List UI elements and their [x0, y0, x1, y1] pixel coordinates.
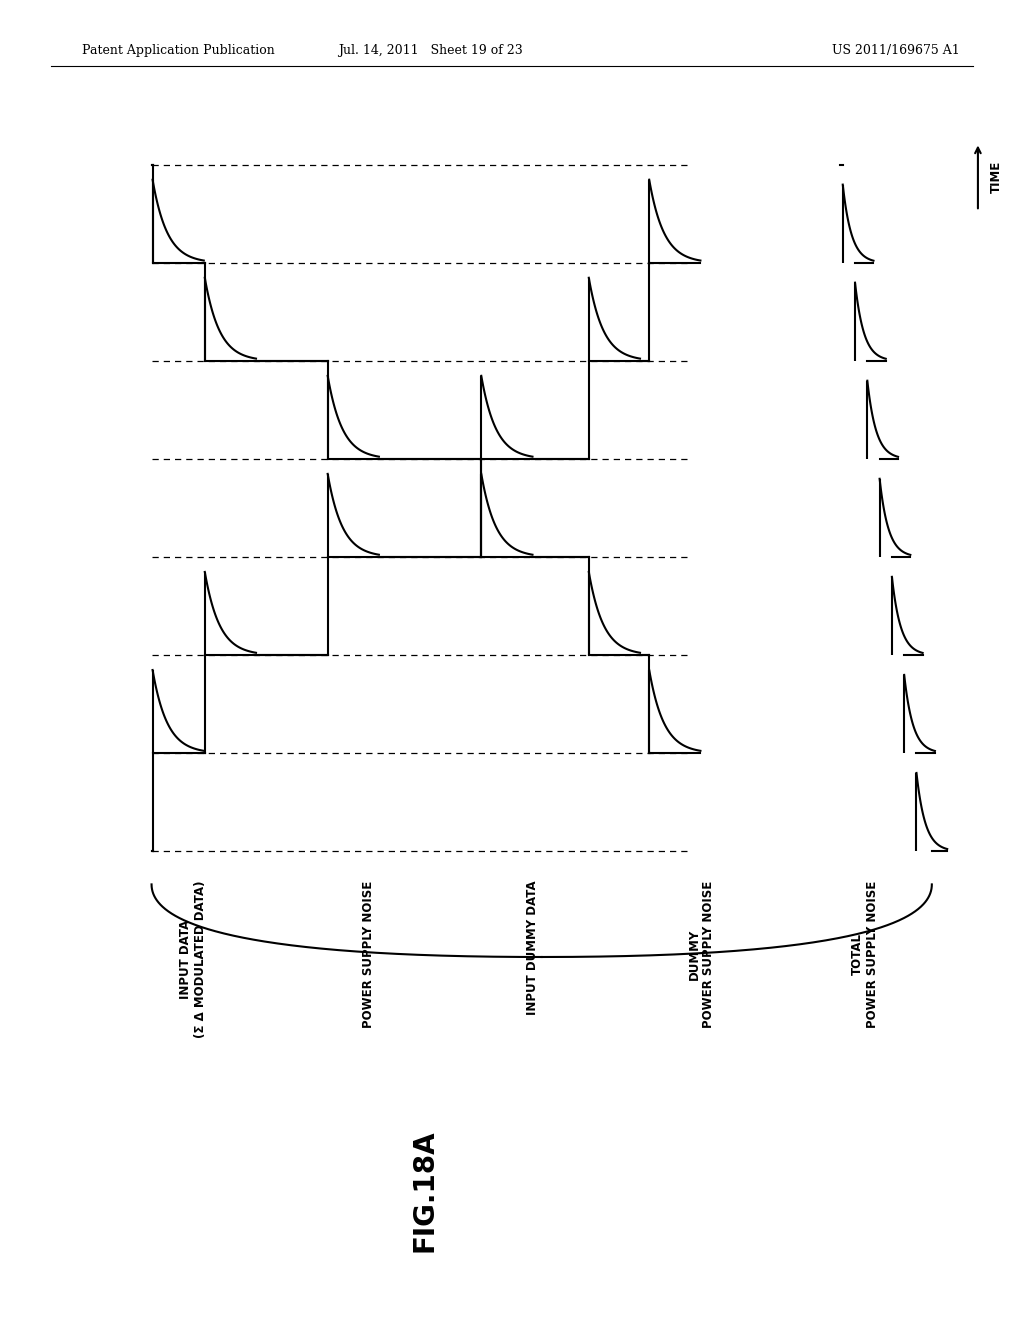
Text: Jul. 14, 2011   Sheet 19 of 23: Jul. 14, 2011 Sheet 19 of 23: [338, 44, 522, 57]
Text: FIG.18A: FIG.18A: [411, 1130, 439, 1251]
Text: INPUT DUMMY DATA: INPUT DUMMY DATA: [526, 880, 539, 1015]
Text: TOTAL
POWER SUPPLY NOISE: TOTAL POWER SUPPLY NOISE: [851, 880, 880, 1028]
Text: TIME: TIME: [990, 161, 1002, 193]
Text: POWER SUPPLY NOISE: POWER SUPPLY NOISE: [362, 880, 375, 1028]
Text: INPUT DATA
(Σ Δ MODULATED DATA): INPUT DATA (Σ Δ MODULATED DATA): [178, 880, 207, 1038]
Text: US 2011/169675 A1: US 2011/169675 A1: [833, 44, 959, 57]
Text: Patent Application Publication: Patent Application Publication: [82, 44, 274, 57]
Text: DUMMY
POWER SUPPLY NOISE: DUMMY POWER SUPPLY NOISE: [687, 880, 716, 1028]
